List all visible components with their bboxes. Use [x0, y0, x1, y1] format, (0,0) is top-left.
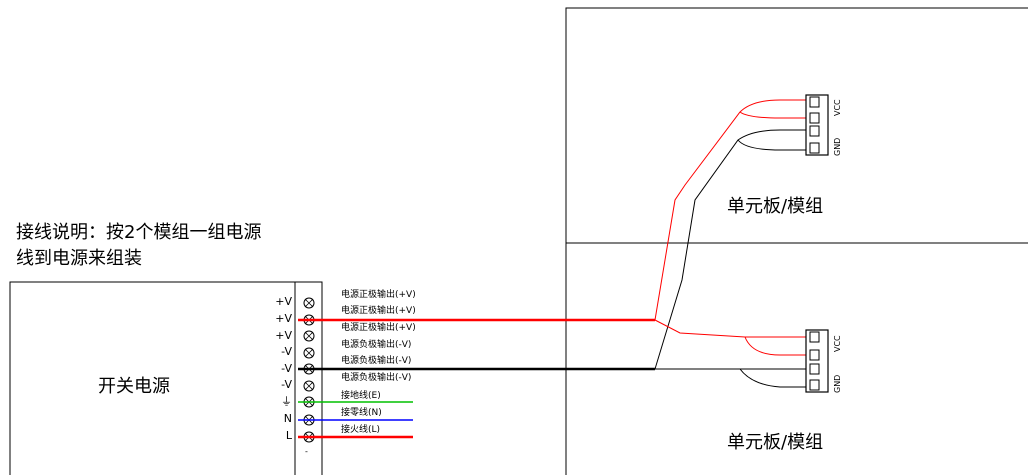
- terminal-screw: [303, 347, 315, 359]
- terminal-screw: [303, 297, 315, 309]
- pin-label-vcc: VCC: [833, 335, 842, 352]
- screw-slot: [304, 331, 314, 341]
- terminal-label: 电源正极输出(+V): [341, 323, 416, 333]
- connector-pin: [809, 349, 820, 361]
- wiring-note-line-2: 线到电源来组装: [16, 248, 142, 269]
- terminal-label: 电源正极输出(+V): [341, 290, 416, 300]
- screw-slot: [304, 348, 314, 358]
- terminal-tick: -: [305, 447, 308, 456]
- module-label-top: 单元板/模组: [727, 196, 824, 217]
- terminal-label: 接火线(L): [341, 425, 381, 435]
- terminal-label: 电源负极输出(-V): [341, 340, 412, 350]
- terminal-symbol: N: [283, 412, 292, 425]
- screw-slot: [304, 298, 314, 308]
- connector-pin: [809, 125, 820, 137]
- connector-housing: [805, 329, 829, 393]
- terminal-symbol: L: [285, 429, 292, 442]
- terminal-label: 电源负极输出(-V): [341, 373, 412, 383]
- wire-negative-module2-b: [739, 368, 806, 388]
- terminal-label: 电源正极输出(+V): [341, 306, 416, 316]
- module1-connector: [805, 94, 829, 156]
- terminal-screw: [303, 380, 315, 392]
- connector-pin: [809, 142, 820, 154]
- terminal-symbol: +V: [275, 329, 292, 342]
- pin-label-gnd: GND: [833, 374, 842, 393]
- connector-pin: [809, 379, 820, 391]
- connector-pin: [809, 363, 820, 375]
- wire-negative-module1: [654, 129, 806, 370]
- terminal-symbol: -V: [281, 345, 292, 358]
- connector-pin: [809, 112, 820, 124]
- pin-label-vcc: VCC: [833, 99, 842, 116]
- terminal-symbol: -V: [281, 362, 292, 375]
- wire-positive-module2: [654, 319, 806, 338]
- module-label-bottom: 单元板/模组: [727, 432, 824, 453]
- connector-housing: [805, 94, 829, 156]
- wire-positive-module1-b: [739, 111, 806, 119]
- connector-pin: [809, 331, 820, 343]
- pin-label-gnd: GND: [833, 137, 842, 156]
- wires: [298, 99, 806, 439]
- terminal-symbol: -V: [281, 378, 292, 391]
- power-supply-label: 开关电源: [98, 376, 170, 397]
- terminal-symbol: +V: [275, 312, 292, 325]
- terminal-symbol: +V: [275, 295, 292, 308]
- wire-positive-module1: [654, 99, 806, 321]
- terminal-label: 接地线(E): [341, 391, 381, 401]
- power-supply-box: [9, 281, 323, 475]
- terminal-screw: [303, 330, 315, 342]
- wire-negative-module1-b: [737, 139, 806, 151]
- wire-positive-module2-b: [744, 336, 806, 356]
- terminal-label: 电源负极输出(-V): [341, 356, 412, 366]
- wiring-note-line-1: 接线说明：按2个模组一组电源: [16, 222, 262, 243]
- connector-pin: [809, 96, 820, 108]
- terminal-label: 接零线(N): [341, 408, 382, 418]
- screw-slot: [304, 381, 314, 391]
- module2-connector: [805, 329, 829, 393]
- ground-symbol: ⏚: [281, 395, 292, 408]
- module-panel-frame: [565, 7, 1028, 475]
